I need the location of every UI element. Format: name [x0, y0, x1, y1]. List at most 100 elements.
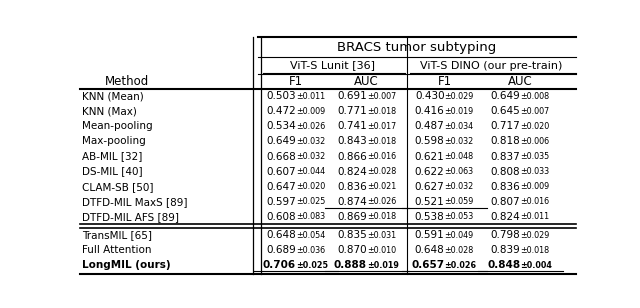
Text: ±0.020: ±0.020 [296, 182, 325, 191]
Text: ±0.009: ±0.009 [296, 107, 325, 116]
Text: Method: Method [105, 75, 149, 88]
Text: ±0.031: ±0.031 [367, 230, 396, 240]
Text: LongMIL (ours): LongMIL (ours) [83, 260, 171, 270]
Text: 0.836: 0.836 [337, 182, 367, 192]
Text: 0.824: 0.824 [491, 212, 520, 222]
Text: 0.808: 0.808 [491, 167, 520, 176]
Text: ±0.032: ±0.032 [296, 137, 325, 146]
Text: ±0.004: ±0.004 [520, 261, 552, 270]
Text: ±0.034: ±0.034 [445, 122, 474, 131]
Text: ±0.035: ±0.035 [520, 152, 550, 161]
Text: TransMIL [65]: TransMIL [65] [83, 230, 152, 240]
Text: ViT-S DINO (our pre-train): ViT-S DINO (our pre-train) [420, 61, 563, 71]
Text: ±0.019: ±0.019 [367, 261, 399, 270]
Text: 0.824: 0.824 [337, 167, 367, 176]
Text: 0.538: 0.538 [415, 212, 445, 222]
Text: 0.741: 0.741 [337, 121, 367, 132]
Text: ±0.048: ±0.048 [445, 152, 474, 161]
Text: ±0.021: ±0.021 [367, 182, 396, 191]
Text: ±0.016: ±0.016 [520, 197, 550, 206]
Text: ±0.018: ±0.018 [367, 137, 396, 146]
Text: AUC: AUC [508, 75, 533, 88]
Text: 0.866: 0.866 [337, 152, 367, 161]
Text: ±0.009: ±0.009 [520, 182, 550, 191]
Text: ±0.018: ±0.018 [520, 245, 550, 254]
Text: ±0.017: ±0.017 [367, 122, 396, 131]
Text: 0.645: 0.645 [491, 106, 520, 116]
Text: Full Attention: Full Attention [83, 245, 152, 255]
Text: ±0.008: ±0.008 [520, 92, 550, 101]
Text: ±0.026: ±0.026 [445, 261, 477, 270]
Text: F1: F1 [438, 75, 452, 88]
Text: 0.835: 0.835 [337, 230, 367, 240]
Text: 0.874: 0.874 [337, 197, 367, 207]
Text: 0.717: 0.717 [491, 121, 520, 132]
Text: 0.597: 0.597 [266, 197, 296, 207]
Text: ±0.007: ±0.007 [367, 92, 396, 101]
Text: ±0.032: ±0.032 [445, 182, 474, 191]
Text: ±0.033: ±0.033 [520, 167, 550, 176]
Text: 0.503: 0.503 [266, 91, 296, 101]
Text: ±0.011: ±0.011 [520, 212, 550, 221]
Text: ViT-S Lunit [36]: ViT-S Lunit [36] [290, 61, 375, 71]
Text: KNN (Mean): KNN (Mean) [83, 91, 144, 101]
Text: AB-MIL [32]: AB-MIL [32] [83, 152, 143, 161]
Text: Max-pooling: Max-pooling [83, 136, 146, 147]
Text: ±0.016: ±0.016 [367, 152, 396, 161]
Text: 0.534: 0.534 [266, 121, 296, 132]
Text: 0.598: 0.598 [415, 136, 445, 147]
Text: ±0.028: ±0.028 [367, 167, 396, 176]
Text: 0.627: 0.627 [415, 182, 445, 192]
Text: ±0.083: ±0.083 [296, 212, 325, 221]
Text: DTFD-MIL AFS [89]: DTFD-MIL AFS [89] [83, 212, 179, 222]
Text: Mean-pooling: Mean-pooling [83, 121, 153, 132]
Text: ±0.032: ±0.032 [445, 137, 474, 146]
Text: ±0.020: ±0.020 [520, 122, 550, 131]
Text: 0.668: 0.668 [266, 152, 296, 161]
Text: ±0.006: ±0.006 [520, 137, 550, 146]
Text: 0.818: 0.818 [491, 136, 520, 147]
Text: 0.622: 0.622 [415, 167, 445, 176]
Text: 0.647: 0.647 [266, 182, 296, 192]
Text: ±0.018: ±0.018 [367, 107, 396, 116]
Text: ±0.026: ±0.026 [296, 122, 325, 131]
Text: 0.607: 0.607 [266, 167, 296, 176]
Text: 0.888: 0.888 [333, 260, 367, 270]
Text: ±0.059: ±0.059 [445, 197, 474, 206]
Text: KNN (Max): KNN (Max) [83, 106, 138, 116]
Text: ±0.032: ±0.032 [296, 152, 325, 161]
Text: BRACS tumor subtyping: BRACS tumor subtyping [337, 41, 497, 54]
Text: 0.657: 0.657 [412, 260, 445, 270]
Text: CLAM-SB [50]: CLAM-SB [50] [83, 182, 154, 192]
Text: F1: F1 [289, 75, 303, 88]
Text: ±0.010: ±0.010 [367, 245, 396, 254]
Text: 0.869: 0.869 [337, 212, 367, 222]
Text: ±0.044: ±0.044 [296, 167, 325, 176]
Text: ±0.025: ±0.025 [296, 197, 325, 206]
Text: 0.839: 0.839 [491, 245, 520, 255]
Text: ±0.053: ±0.053 [445, 212, 474, 221]
Text: ±0.026: ±0.026 [367, 197, 396, 206]
Text: 0.706: 0.706 [262, 260, 296, 270]
Text: 0.649: 0.649 [266, 136, 296, 147]
Text: 0.521: 0.521 [415, 197, 445, 207]
Text: 0.837: 0.837 [491, 152, 520, 161]
Text: 0.689: 0.689 [266, 245, 296, 255]
Text: ±0.019: ±0.019 [445, 107, 474, 116]
Text: 0.807: 0.807 [491, 197, 520, 207]
Text: ±0.018: ±0.018 [367, 212, 396, 221]
Text: DTFD-MIL MaxS [89]: DTFD-MIL MaxS [89] [83, 197, 188, 207]
Text: 0.648: 0.648 [266, 230, 296, 240]
Text: 0.487: 0.487 [415, 121, 445, 132]
Text: DS-MIL [40]: DS-MIL [40] [83, 167, 143, 176]
Text: 0.798: 0.798 [491, 230, 520, 240]
Text: 0.848: 0.848 [487, 260, 520, 270]
Text: ±0.049: ±0.049 [445, 230, 474, 240]
Text: 0.771: 0.771 [337, 106, 367, 116]
Text: 0.430: 0.430 [415, 91, 445, 101]
Text: 0.621: 0.621 [415, 152, 445, 161]
Text: ±0.007: ±0.007 [520, 107, 550, 116]
Text: 0.591: 0.591 [415, 230, 445, 240]
Text: 0.472: 0.472 [266, 106, 296, 116]
Text: 0.843: 0.843 [337, 136, 367, 147]
